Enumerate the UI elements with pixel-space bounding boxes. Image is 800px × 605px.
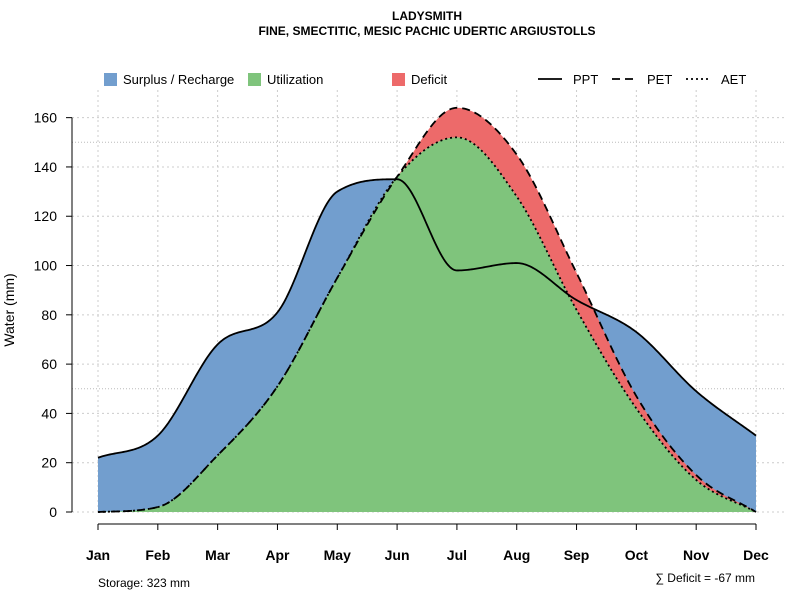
x-tick-label-apr: Apr (265, 547, 290, 563)
y-tick-label: 20 (41, 455, 57, 471)
x-tick-label-aug: Aug (503, 547, 530, 563)
series-lines (97, 106, 757, 513)
legend: Surplus / Recharge Utilization Deficit PPT P… (104, 72, 746, 87)
legend-label-ppt: PPT (573, 72, 598, 87)
x-tick-label-jun: Jun (385, 547, 410, 563)
x-tick-label-dec: Dec (743, 547, 769, 563)
legend-label-surplus-recharge: Surplus / Recharge (123, 72, 234, 87)
series-line-ppt (97, 178, 757, 459)
x-tick-label-jan: Jan (86, 547, 110, 563)
area-deficit (98, 107, 756, 512)
legend-swatch-utilization (248, 73, 261, 86)
y-tick-label: 60 (41, 356, 57, 372)
legend-label-deficit: Deficit (411, 72, 448, 87)
y-tick-label: 40 (41, 405, 57, 421)
area-surplus-recharge (98, 179, 756, 512)
y-tick-label: 100 (34, 258, 58, 274)
series-line-aet (97, 136, 757, 513)
series-line-pet (97, 106, 757, 513)
x-tick-label-may: May (324, 547, 351, 563)
area-utilization (98, 137, 756, 513)
legend-label-pet: PET (647, 72, 672, 87)
legend-swatch-surplus-recharge (104, 73, 117, 86)
chart-title: LADYSMITH (392, 9, 462, 23)
y-tick-label: 120 (34, 208, 58, 224)
y-tick-label: 80 (41, 307, 57, 323)
deficit-note: ∑ Deficit = -67 mm (655, 571, 755, 585)
x-tick-label-sep: Sep (564, 547, 590, 563)
y-tick-label: 0 (49, 504, 57, 520)
y-axis-label: Water (mm) (1, 273, 17, 346)
legend-label-utilization: Utilization (267, 72, 323, 87)
x-tick-label-oct: Oct (625, 547, 649, 563)
axes: 0 20 40 60 80 100 120 140 160 Jan Feb Mar Apr May Jun J… (34, 110, 769, 563)
areas (98, 107, 756, 513)
y-tick-label: 160 (34, 110, 58, 126)
y-tick-label: 140 (34, 159, 58, 175)
x-tick-label-mar: Mar (205, 547, 230, 563)
x-tick-label-nov: Nov (683, 547, 710, 563)
x-tick-label-feb: Feb (145, 547, 170, 563)
legend-swatch-deficit (392, 73, 405, 86)
legend-label-aet: AET (721, 72, 746, 87)
storage-note: Storage: 323 mm (98, 576, 190, 590)
x-tick-label-jul: Jul (447, 547, 467, 563)
chart-subtitle: FINE, SMECTITIC, MESIC PACHIC UDERTIC AR… (258, 24, 595, 38)
